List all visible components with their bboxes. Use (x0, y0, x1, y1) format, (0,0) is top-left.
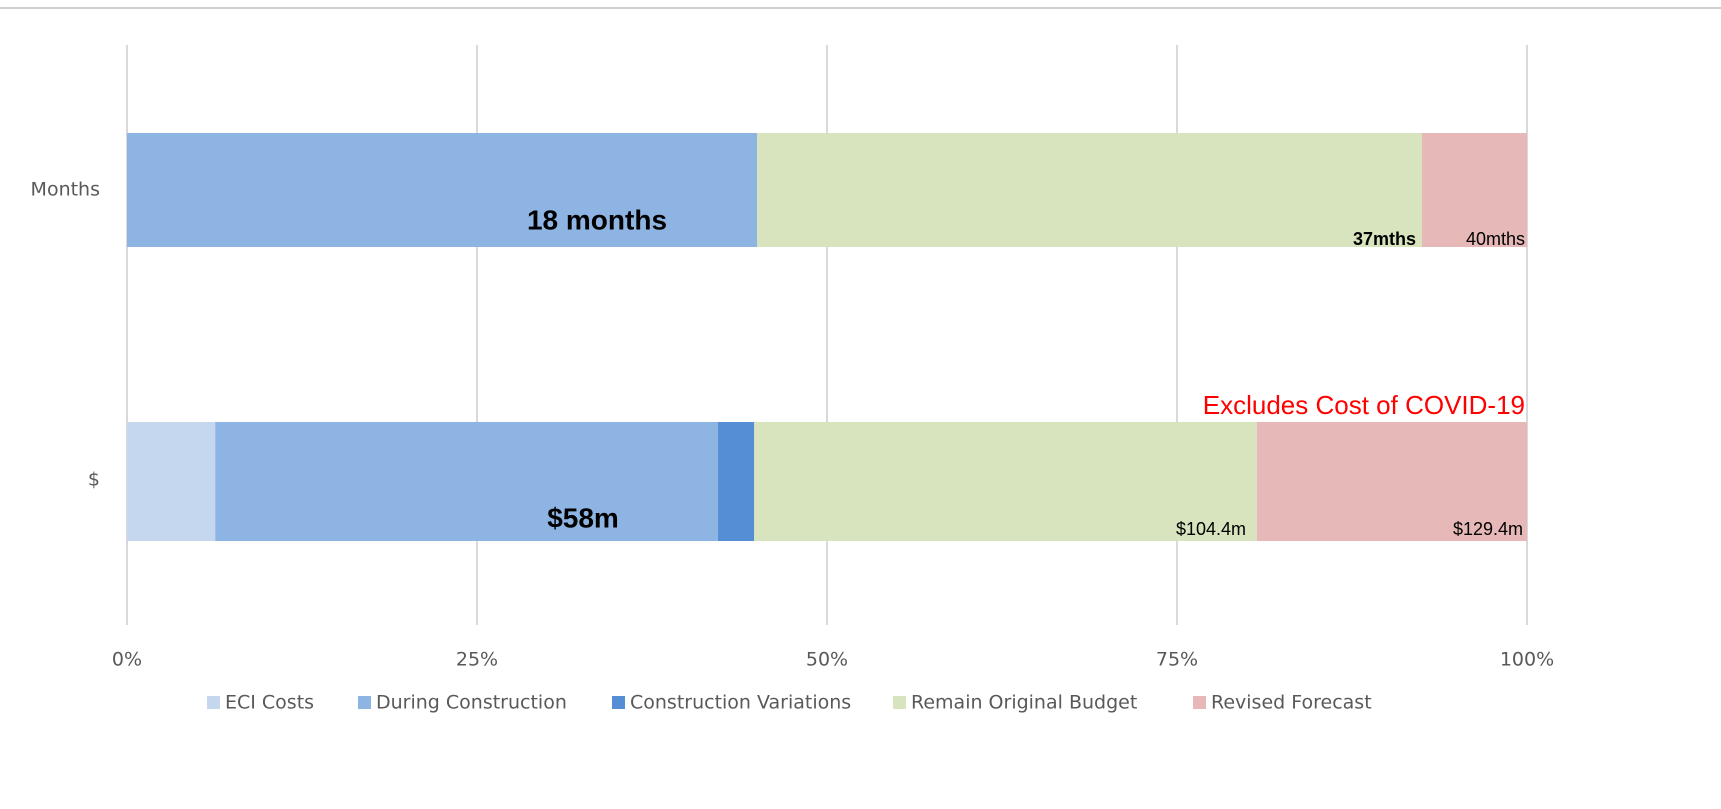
bar-segment (754, 422, 1257, 541)
bar-segment (757, 133, 1422, 247)
x-tick-label: 75% (1156, 649, 1198, 671)
bar-segment (717, 422, 755, 541)
annotation: 40mths (1466, 229, 1525, 249)
legend-label: During Construction (376, 692, 567, 714)
legend-swatch (207, 696, 220, 709)
annotation: Excludes Cost of COVID-19 (1203, 390, 1525, 420)
bar-segment (1422, 133, 1527, 247)
annotation: $104.4m (1176, 519, 1246, 539)
legend-label: Remain Original Budget (911, 692, 1137, 714)
legend-label: Revised Forecast (1211, 692, 1372, 714)
legend-swatch (358, 696, 371, 709)
bar-segment (1256, 422, 1527, 541)
x-tick-label: 100% (1500, 649, 1554, 671)
x-tick-label: 25% (456, 649, 498, 671)
legend-swatch (612, 696, 625, 709)
legend-label: Construction Variations (630, 692, 851, 714)
legend-label: ECI Costs (225, 692, 314, 714)
bar-segment (127, 422, 216, 541)
annotation: 37mths (1353, 229, 1416, 249)
y-tick-label: $ (88, 469, 100, 491)
legend-swatch (893, 696, 906, 709)
bar-segment (215, 422, 718, 541)
y-tick-label: Months (31, 179, 100, 201)
annotation: $58m (547, 502, 619, 533)
x-tick-label: 0% (112, 649, 142, 671)
annotation: $129.4m (1453, 519, 1523, 539)
legend-swatch (1193, 696, 1206, 709)
x-tick-label: 50% (806, 649, 848, 671)
annotation: 18 months (527, 204, 667, 235)
bar-segment (127, 133, 757, 247)
